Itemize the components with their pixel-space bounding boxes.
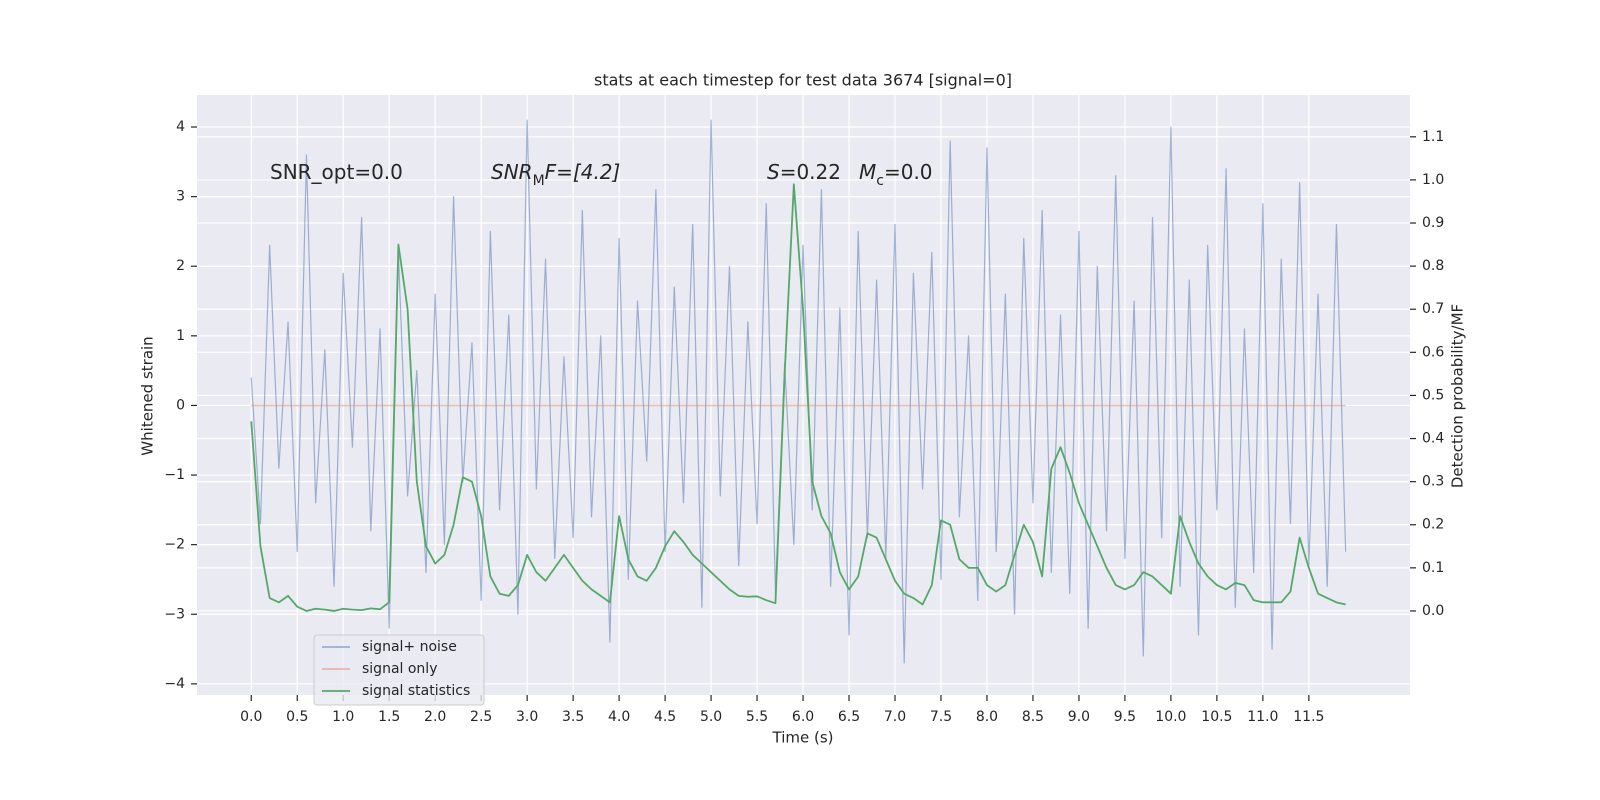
- y2-tick-label: 0.3: [1422, 474, 1444, 490]
- y2-tick-label: 0.4: [1422, 431, 1444, 447]
- x-tick-label: 2.5: [470, 709, 492, 725]
- annotation-part: SNR: [491, 160, 533, 184]
- y-tick-label: 2: [176, 258, 185, 274]
- y2-tick-label: 0.5: [1422, 387, 1444, 403]
- x-tick-label: 7.0: [884, 709, 906, 725]
- y-tick-label: 0: [176, 397, 185, 413]
- series-line: [250, 183, 1346, 612]
- x-tick-label: 6.5: [838, 709, 860, 725]
- legend-label: signal statistics: [362, 683, 470, 699]
- chart-title: stats at each timestep for test data 367…: [594, 71, 1012, 90]
- y-axis-label: Whitened strain: [139, 336, 157, 455]
- x-tick-label: 1.0: [332, 709, 354, 725]
- y2-tick-label: 0.6: [1422, 344, 1444, 360]
- x-tick-label: 9.5: [1114, 709, 1136, 725]
- y-tick-label: −3: [164, 606, 185, 622]
- y-tick-label: 4: [176, 119, 185, 135]
- x-tick-label: 5.5: [746, 709, 768, 725]
- y2-tick-label: 1.1: [1422, 129, 1444, 145]
- annotation-part: =0.0: [884, 160, 933, 184]
- y-tick-label: 1: [176, 328, 185, 344]
- annotation: SNR_opt=0.0: [270, 160, 403, 184]
- x-tick-label: 10.5: [1201, 709, 1232, 725]
- y2-tick-label: 0.9: [1422, 215, 1444, 231]
- y-tick-label: −4: [164, 676, 185, 692]
- x-tick-label: 4.5: [654, 709, 676, 725]
- annotation-part: SNR_opt=0.0: [270, 160, 403, 184]
- x-tick-label: 8.5: [1022, 709, 1044, 725]
- x-tick-label: 6.0: [792, 709, 814, 725]
- annotation: Mc=0.0: [859, 160, 933, 190]
- x-tick-label: 1.5: [378, 709, 400, 725]
- x-tick-label: 10.0: [1155, 709, 1186, 725]
- legend: signal+ noise signal only signal statistic…: [313, 634, 485, 706]
- annotation: S=0.22: [767, 160, 841, 184]
- legend-box: [313, 634, 485, 706]
- x-tick-label: 5.0: [700, 709, 722, 725]
- y-tick-label: −2: [164, 537, 185, 553]
- annotation-part: M: [533, 173, 545, 189]
- series-line: [250, 119, 1347, 664]
- x-tick-label: 11.5: [1293, 709, 1324, 725]
- x-tick-label: 0.5: [286, 709, 308, 725]
- x-axis-label: Time (s): [772, 729, 834, 747]
- annotation-part: S: [767, 160, 780, 184]
- x-tick-label: 7.5: [930, 709, 952, 725]
- y2-tick-label: 0.1: [1422, 560, 1444, 576]
- x-tick-label: 3.0: [516, 709, 538, 725]
- y2-tick-label: 0.7: [1422, 301, 1444, 317]
- y2-axis-label: Detection probability/MF: [1449, 304, 1467, 488]
- annotation-part: =0.22: [780, 160, 841, 184]
- annotation-part: F=[4.2]: [545, 160, 621, 184]
- x-tick-label: 0.0: [240, 709, 262, 725]
- legend-label: signal only: [362, 661, 437, 677]
- legend-label: signal+ noise: [362, 639, 457, 655]
- annotation: SNRMF=[4.2]: [491, 160, 620, 190]
- y-tick-label: −1: [164, 467, 185, 483]
- x-tick-label: 8.0: [976, 709, 998, 725]
- y2-tick-label: 0.0: [1422, 603, 1444, 619]
- x-tick-label: 9.0: [1068, 709, 1090, 725]
- annotation-part: c: [876, 173, 884, 189]
- x-tick-label: 2.0: [424, 709, 446, 725]
- annotation-part: M: [859, 160, 876, 184]
- x-tick-label: 11.0: [1247, 709, 1278, 725]
- y2-tick-label: 1.0: [1422, 172, 1444, 188]
- x-tick-label: 4.0: [608, 709, 630, 725]
- y2-tick-label: 0.8: [1422, 258, 1444, 274]
- y2-tick-label: 0.2: [1422, 517, 1444, 533]
- x-tick-label: 3.5: [562, 709, 584, 725]
- y-tick-label: 3: [176, 189, 185, 205]
